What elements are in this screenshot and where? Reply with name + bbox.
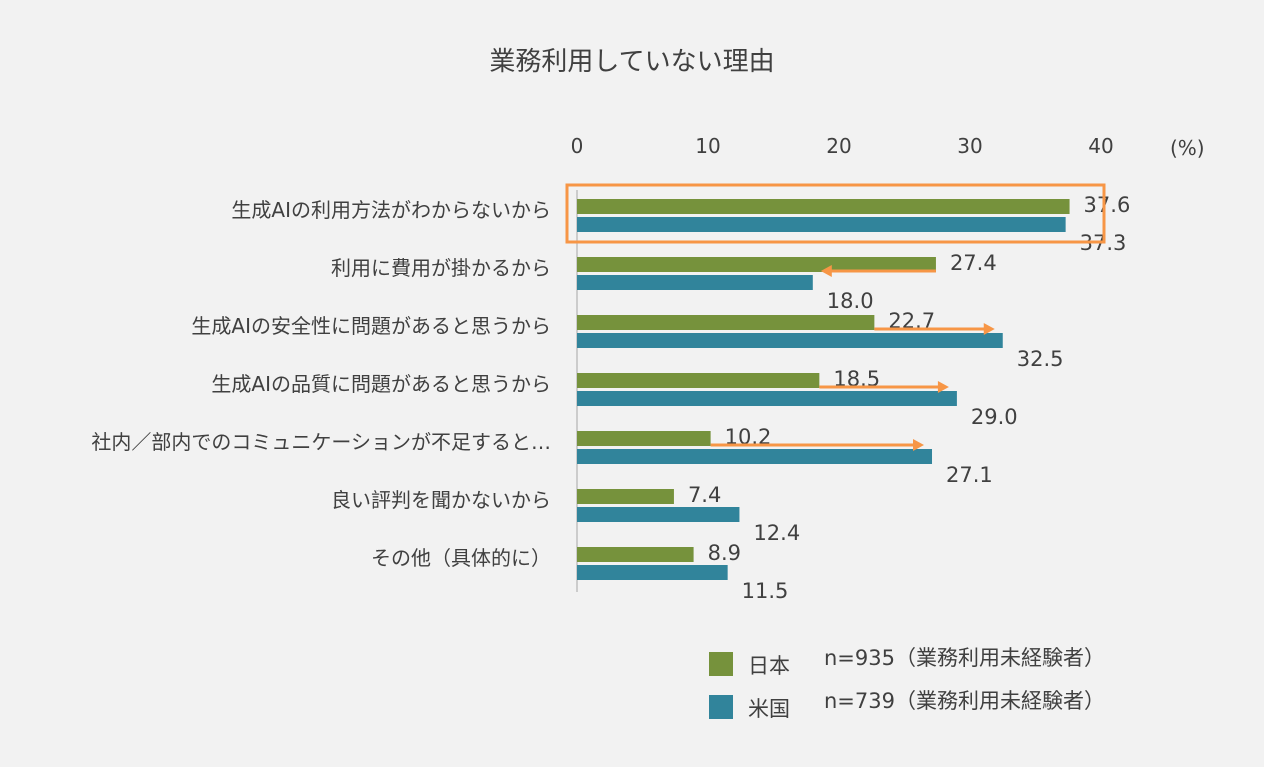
data-label: 11.5 [742,579,789,603]
chart-title: 業務利用していない理由 [489,47,774,77]
category-label: 良い評判を聞かないから [331,488,551,512]
data-label: 37.6 [1084,193,1131,217]
category-label: 生成AIの安全性に問題があると思うから [191,314,551,338]
bar-japan [577,431,711,446]
bar-us [577,507,740,522]
bar-us [577,449,933,464]
legend-label: 日本 [748,654,790,678]
data-label: 29.0 [971,405,1018,429]
bar-japan [577,373,820,388]
category-label: 生成AIの利用方法がわからないから [231,198,551,222]
x-tick-label: 10 [695,134,720,158]
unit-label: (%) [1170,136,1205,160]
category-label: 生成AIの品質に問題があると思うから [211,372,551,396]
data-label: 12.4 [753,521,800,545]
category-label: 社内／部内でのコミュニケーションが不足すると… [91,430,551,454]
bar-japan [577,257,936,272]
x-tick-label: 0 [571,134,584,158]
x-tick-label: 30 [957,134,982,158]
bar-japan [577,199,1070,214]
change-arrow-head [913,439,925,451]
bar-us [577,275,813,290]
change-arrow-head [937,381,949,393]
data-label: 27.4 [950,251,997,275]
legend-label: 米国 [748,697,790,721]
legend-swatch [709,652,733,676]
bar-us [577,333,1003,348]
category-label: 利用に費用が掛かるから [331,256,551,280]
bar-japan [577,489,674,504]
bar-japan [577,315,875,330]
category-label: その他（具体的に） [371,546,551,570]
data-label: 32.5 [1017,347,1064,371]
bar-japan [577,547,694,562]
bar-us [577,391,957,406]
change-arrow-head [820,265,832,277]
change-arrow-head [983,323,995,335]
x-tick-label: 40 [1088,134,1113,158]
legend-note: n=935（業務利用未経験者） [824,646,1105,670]
data-label: 27.1 [946,463,993,487]
bar-us [577,565,728,580]
bar-us [577,217,1066,232]
data-label: 7.4 [688,483,721,507]
x-tick-label: 20 [826,134,851,158]
legend-swatch [709,695,733,719]
data-label: 8.9 [708,541,741,565]
highlight-box [565,183,1106,244]
data-label: 18.0 [827,289,874,313]
legend-note: n=739（業務利用未経験者） [824,689,1105,713]
